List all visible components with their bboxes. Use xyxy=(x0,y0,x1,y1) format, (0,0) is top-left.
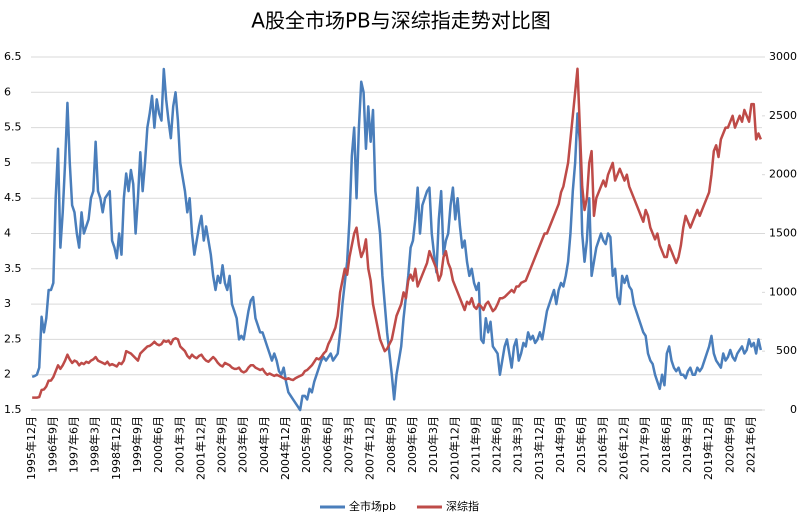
x-tick-label: 2018年6月 xyxy=(659,416,673,473)
x-tick-label: 2014年9月 xyxy=(553,416,567,473)
x-tick-label: 2007年3月 xyxy=(341,416,355,473)
x-tick-label: 2004年3月 xyxy=(257,416,271,473)
y-tick-label: 2 xyxy=(4,368,11,381)
y-tick-label: 3 xyxy=(4,297,11,310)
x-tick-label: 2020年9月 xyxy=(722,416,736,473)
x-tick-label: 2017年9月 xyxy=(638,416,652,473)
x-tick-label: 1998年12月 xyxy=(109,416,123,480)
x-tick-label: 2006年6月 xyxy=(320,416,334,473)
x-tick-label: 1998年3月 xyxy=(88,416,102,473)
y-tick-label: 1.5 xyxy=(4,403,22,416)
line-series xyxy=(32,67,762,399)
y2-tick-label: 2000 xyxy=(769,168,797,181)
x-tick-label: 2007年12月 xyxy=(363,416,377,480)
x-tick-label: 2001年3月 xyxy=(172,416,186,473)
x-tick-label: 2003年6月 xyxy=(236,416,250,473)
x-tick-label: 2013年12月 xyxy=(532,416,546,480)
y-tick-label: 4.5 xyxy=(4,191,22,204)
x-tick-label: 2016年12月 xyxy=(616,416,630,480)
x-tick-label: 2001年12月 xyxy=(193,416,207,480)
x-tick-label: 2000年6月 xyxy=(151,416,165,473)
x-tick-label: 2002年9月 xyxy=(215,416,229,473)
x-tick-label: 1997年6月 xyxy=(66,416,80,473)
y2-tick-label: 1000 xyxy=(769,285,797,298)
x-tick-label: 2008年9月 xyxy=(384,416,398,473)
x-tick-label: 2015年6月 xyxy=(574,416,588,473)
y-tick-label: 3.5 xyxy=(4,262,22,275)
x-tick-label: 1995年12月 xyxy=(24,416,38,480)
x-tick-label: 2019年12月 xyxy=(701,416,715,480)
y2-tick-label: 1500 xyxy=(769,227,797,240)
legend-label: 全市场pb xyxy=(349,499,396,513)
y-tick-label: 4 xyxy=(4,227,11,240)
x-tick-label: 2016年3月 xyxy=(595,416,609,473)
x-tick-label: 2010年3月 xyxy=(426,416,440,473)
x-tick-label: 2011年9月 xyxy=(468,416,482,473)
x-tick-label: 2021年6月 xyxy=(743,416,757,473)
chart-title: A股全市场PB与深综指走势对比图 xyxy=(251,9,550,33)
line-series xyxy=(31,67,763,412)
y-tick-label: 5 xyxy=(4,156,11,169)
y2-tick-label: 2500 xyxy=(769,109,797,122)
x-tick-label: 2005年9月 xyxy=(299,416,313,473)
x-tick-label: 1999年9月 xyxy=(130,416,144,473)
y-tick-label: 6.5 xyxy=(4,50,22,63)
y2-tick-label: 0 xyxy=(790,403,797,416)
y2-tick-label: 500 xyxy=(776,344,797,357)
y-tick-label: 2.5 xyxy=(4,332,22,345)
x-tick-label: 2019年3月 xyxy=(680,416,694,473)
x-tick-label: 2010年12月 xyxy=(447,416,461,480)
x-tick-label: 2012年6月 xyxy=(490,416,504,473)
y-tick-label: 6 xyxy=(4,85,11,98)
y2-tick-label: 3000 xyxy=(769,50,797,63)
y-tick-label: 5.5 xyxy=(4,121,22,134)
x-tick-label: 2009年6月 xyxy=(405,416,419,473)
legend-label: 深综指 xyxy=(446,499,479,513)
x-tick-label: 1996年9月 xyxy=(45,416,59,473)
x-tick-label: 2013年3月 xyxy=(511,416,525,473)
x-tick-label: 2004年12月 xyxy=(278,416,292,480)
